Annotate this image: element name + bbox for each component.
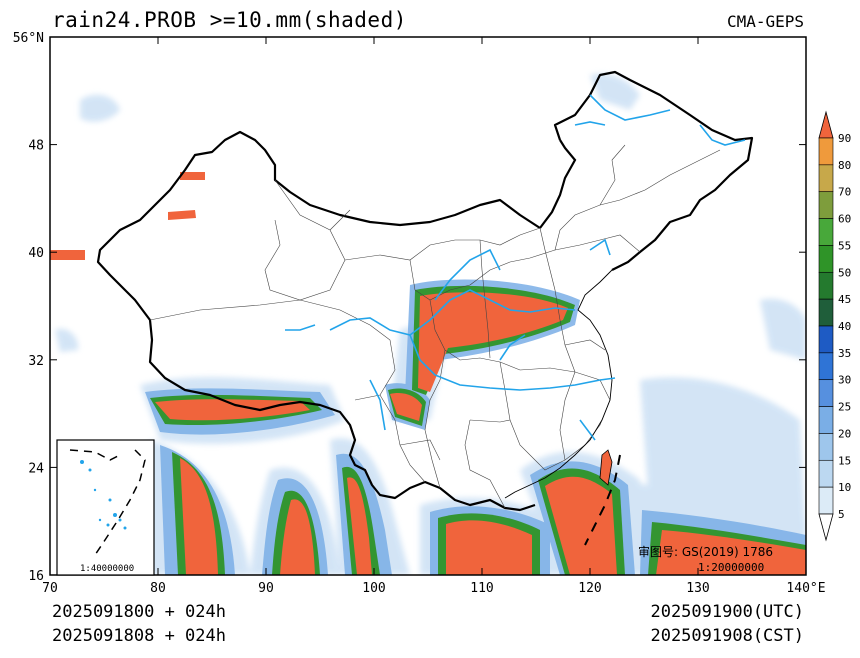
colorbar-segment [818,406,834,434]
colorbar-segment [818,218,834,246]
colorbar-level-label: 45 [838,293,851,306]
latitude-axis: 16 24 32 40 48 56°N [13,31,806,584]
colorbar-segment [818,298,834,327]
lat-tick-label: 24 [28,461,44,476]
highest-probability-core [50,172,806,575]
china-border [96,70,754,512]
colorbar-level-label: 5 [838,508,845,521]
colorbar-level-label: 20 [838,427,851,440]
colorbar-level-label: 60 [838,213,851,226]
colorbar-segment [818,191,834,219]
colorbar-top-arrow [818,110,834,139]
colorbar-segment [818,164,834,193]
colorbar-segment [818,379,834,407]
lon-tick-label: 140°E [786,581,825,596]
lon-tick-label: 90 [258,581,274,596]
approval-number: 审图号: GS(2019) 1786 [638,544,773,559]
lat-tick-label: 40 [28,246,44,261]
colorbar-level-label: 40 [838,320,851,333]
colorbar-level-label: 25 [838,401,851,414]
lon-tick-label: 120 [578,581,601,596]
colorbar-segment [818,459,834,488]
lon-tick-label: 100 [362,581,385,596]
colorbar-level-label: 55 [838,239,851,252]
taiwan-outline [599,449,613,486]
map-title: rain24.PROB >=10.mm(shaded) [52,8,407,32]
map-scale-label: 1:20000000 [698,561,764,574]
colorbar-segment [818,486,834,515]
source-label: CMA-GEPS [726,12,804,31]
lat-tick-label: 56°N [13,31,44,46]
map-canvas: 1:40000000 审图号: GS(2019) 1786 1:20000000… [13,31,852,596]
colorbar-segment [818,271,834,300]
colorbar-segment [818,137,834,166]
colorbar-level-label: 30 [838,374,851,387]
colorbar-level-label: 15 [838,454,851,467]
colorbar-level-label: 70 [838,186,851,199]
colorbar-level-label: 90 [838,132,851,145]
init-time-cst: 2025091808 + 024h [52,626,226,646]
colorbar-level-label: 80 [838,159,851,172]
colorbar-segment [818,325,834,354]
colorbar-segment [818,245,834,273]
colorbar-segment [818,433,834,461]
northeast-border [539,139,577,229]
lon-tick-label: 130 [686,581,709,596]
colorbar-level-label: 35 [838,347,851,360]
init-time-utc: 2025091800 + 024h [52,602,226,622]
longitude-axis: 70 80 90 100 110 120 130 140°E [42,37,826,596]
map-frame [49,36,807,576]
inset-scale-label: 1:40000000 [80,564,134,574]
colorbar-bottom-arrow [818,513,834,542]
probability-shading [50,73,806,575]
south-china-sea-inset: 1:40000000 [56,439,155,576]
rivers [285,94,746,441]
colorbar: 5 10 15 20 25 30 35 40 45 50 55 60 70 80 90 [818,110,851,542]
lon-tick-label: 80 [150,581,166,596]
lat-tick-label: 16 [28,569,44,584]
valid-time-utc: 2025091900(UTC) [650,602,804,622]
colorbar-segment [818,352,834,381]
lat-tick-label: 48 [28,139,44,154]
valid-time-cst: 2025091908(CST) [650,626,804,646]
lon-tick-label: 70 [42,581,58,596]
lon-tick-label: 110 [470,581,493,596]
colorbar-level-label: 50 [838,266,851,279]
colorbar-level-label: 10 [838,481,851,494]
lat-tick-label: 32 [28,354,44,369]
province-boundaries [149,144,721,509]
coastline [504,269,613,499]
